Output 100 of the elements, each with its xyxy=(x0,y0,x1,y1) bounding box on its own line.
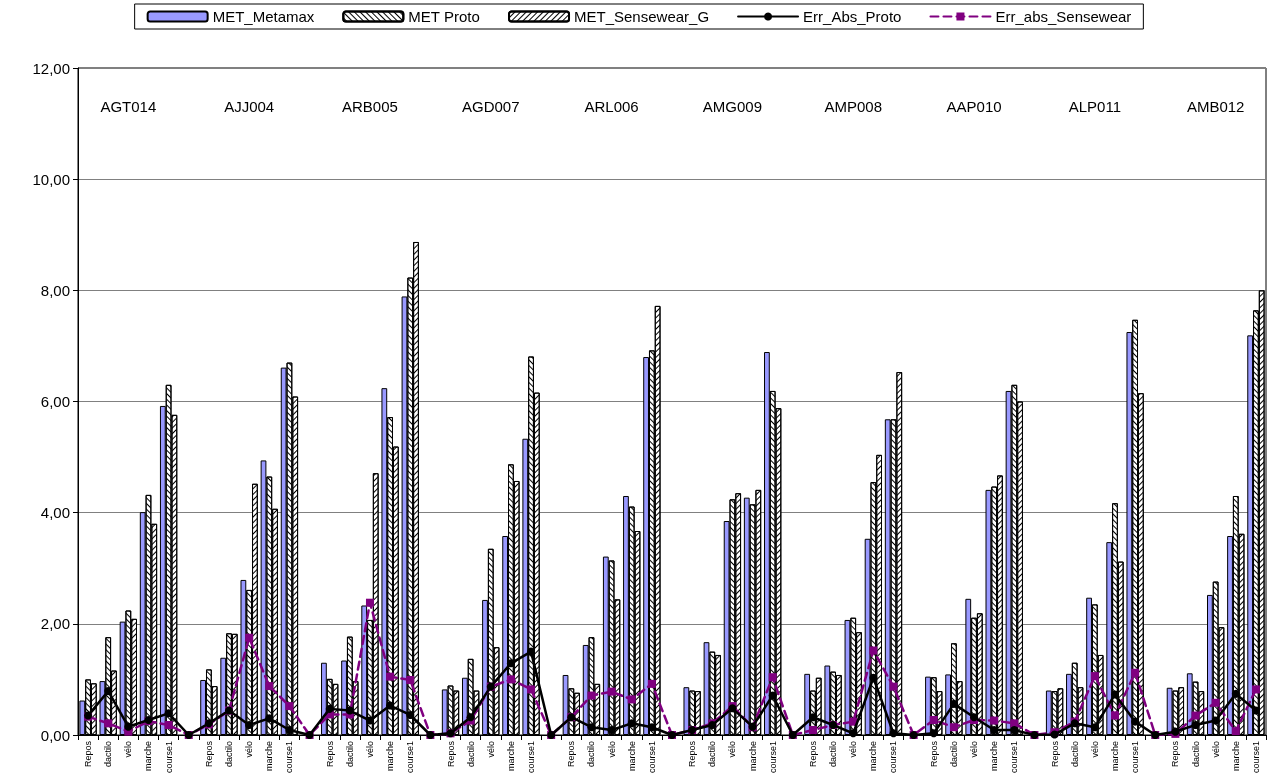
legend-label: Err_Abs_Proto xyxy=(803,8,902,25)
point xyxy=(124,722,133,731)
point xyxy=(265,682,274,691)
x-tick-label: vélo xyxy=(727,741,738,758)
point xyxy=(365,716,374,725)
x-tick-label: dactilo xyxy=(586,741,597,768)
point xyxy=(104,687,113,696)
point xyxy=(406,710,415,719)
point xyxy=(245,633,254,642)
point xyxy=(627,719,636,728)
point xyxy=(285,726,294,734)
x-tick-label: course1 xyxy=(767,741,778,774)
x-tick-label: vélo xyxy=(848,741,859,758)
x-tick-label: marche xyxy=(747,741,758,772)
point xyxy=(869,646,878,655)
x-tick-label: vélo xyxy=(485,741,496,758)
annotation: AGT014 xyxy=(100,97,157,115)
x-tick-label: Repos xyxy=(83,740,94,768)
annotation: ARL006 xyxy=(584,97,639,115)
x-tick-label: course1 xyxy=(888,741,899,774)
x-tick-label: dactilo xyxy=(1190,741,1201,768)
x-tick-label: dactilo xyxy=(224,741,235,768)
point xyxy=(607,687,616,696)
y-tick-label: 4,00 xyxy=(40,504,70,522)
x-tick-label: Repos xyxy=(687,740,698,768)
annotation: AGD007 xyxy=(462,97,520,115)
point xyxy=(265,714,274,723)
x-tick-label: vélo xyxy=(244,741,255,758)
point xyxy=(889,729,898,738)
x-tick-label: marche xyxy=(1109,741,1120,772)
point xyxy=(1251,706,1260,715)
point xyxy=(325,704,334,713)
x-tick-label: vélo xyxy=(123,741,134,758)
point xyxy=(869,673,878,682)
point xyxy=(929,729,938,738)
point xyxy=(990,716,999,725)
point xyxy=(527,685,536,694)
x-tick-label: Repos xyxy=(324,740,335,768)
x-tick-label: course1 xyxy=(1009,741,1020,774)
x-tick-label: marche xyxy=(1230,741,1241,772)
point xyxy=(1191,711,1200,720)
point xyxy=(406,675,415,684)
point xyxy=(808,726,817,734)
point xyxy=(647,723,656,732)
y-tick-label: 10,00 xyxy=(32,170,70,188)
x-tick-label: dactilo xyxy=(465,741,476,768)
point xyxy=(1110,711,1119,720)
x-tick-label: course1 xyxy=(405,741,416,774)
y-tick-label: 0,00 xyxy=(40,726,70,744)
point xyxy=(386,672,395,681)
point xyxy=(1231,689,1240,698)
y-tick-label: 2,00 xyxy=(40,615,70,633)
legend-label: MET_Sensewear_G xyxy=(574,8,710,25)
x-tick-label: marche xyxy=(626,741,637,772)
annotation: AAP010 xyxy=(946,97,1002,115)
annotation: AMG009 xyxy=(702,97,763,115)
x-tick-label: marche xyxy=(264,741,275,772)
point xyxy=(1131,668,1140,677)
x-tick-label: Repos xyxy=(1049,740,1060,768)
legend-label: Err_abs_Sensewear xyxy=(995,8,1132,25)
point xyxy=(607,726,616,734)
point xyxy=(104,719,113,728)
point xyxy=(285,702,294,711)
point xyxy=(365,598,374,607)
x-tick-label: marche xyxy=(143,741,154,772)
x-tick-label: Repos xyxy=(203,740,214,768)
point xyxy=(587,723,596,732)
point xyxy=(1231,727,1240,736)
point xyxy=(164,720,173,729)
annotation: AMP008 xyxy=(824,97,882,115)
point xyxy=(1211,716,1220,725)
point xyxy=(768,673,777,682)
annotation: AJJ004 xyxy=(224,97,275,115)
point xyxy=(627,695,636,704)
x-tick-label: vélo xyxy=(606,741,617,758)
x-tick-label: vélo xyxy=(1210,741,1221,758)
legend-label: MET_Metamax xyxy=(212,8,315,25)
point xyxy=(929,715,938,724)
x-tick-label: course1 xyxy=(526,741,537,774)
x-tick-label: dactilo xyxy=(948,741,959,768)
x-tick-label: course1 xyxy=(163,741,174,774)
x-tick-label: vélo xyxy=(1089,741,1100,758)
x-tick-label: course1 xyxy=(284,741,295,774)
x-tick-label: marche xyxy=(868,741,879,772)
x-tick-label: marche xyxy=(385,741,396,772)
point xyxy=(1191,721,1200,729)
point xyxy=(949,723,958,732)
x-tick-label: dactilo xyxy=(103,741,114,768)
x-tick-label: Repos xyxy=(807,740,818,768)
point xyxy=(587,691,596,700)
annotation: ALP011 xyxy=(1068,97,1121,115)
x-tick-label: dactilo xyxy=(1069,741,1080,768)
x-tick-label: marche xyxy=(989,741,1000,772)
point xyxy=(164,709,173,718)
x-tick-label: Repos xyxy=(928,740,939,768)
x-tick-label: course1 xyxy=(646,741,657,774)
point xyxy=(1211,698,1220,707)
y-tick-label: 6,00 xyxy=(40,393,70,410)
point xyxy=(1090,723,1099,732)
legend-label: MET Proto xyxy=(408,8,480,25)
